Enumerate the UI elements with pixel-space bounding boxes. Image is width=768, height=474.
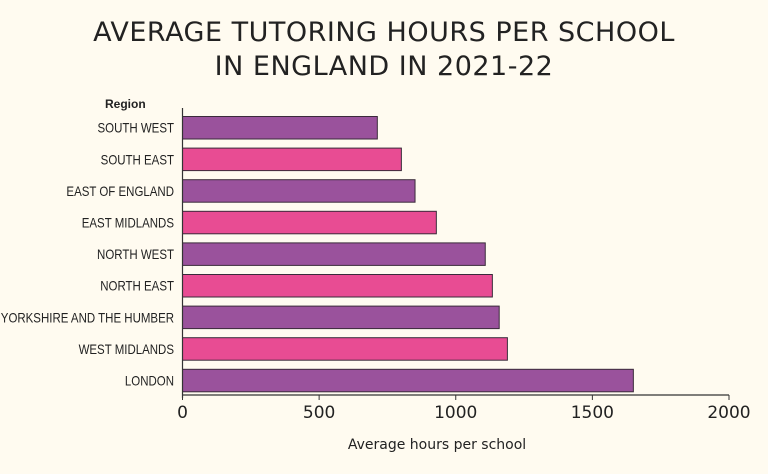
chart-title: AVERAGE TUTORING HOURS PER SCHOOL IN ENG…: [0, 16, 768, 84]
x-tick-label: 500: [303, 403, 335, 423]
category-label: WEST MIDLANDS: [79, 341, 174, 357]
bar-london: [182, 368, 634, 393]
bar-south-east: [182, 147, 402, 172]
bar-west-midlands: [182, 337, 508, 361]
bar-east-midlands: [182, 210, 437, 235]
y-axis-label: Region: [105, 97, 146, 111]
category-label: EAST MIDLANDS: [82, 214, 174, 230]
bar-east-of-england: [182, 179, 416, 203]
category-label: NORTH WEST: [97, 246, 174, 262]
category-label: SOUTH EAST: [101, 151, 174, 167]
category-label: NORTH EAST: [100, 278, 174, 294]
bar-north-west: [182, 242, 486, 266]
category-label: LONDON: [125, 372, 174, 388]
x-tick-label: 0: [177, 403, 188, 423]
x-tick-label: 2000: [707, 403, 750, 423]
x-tick-label: 1500: [571, 403, 614, 423]
bar-north-east: [182, 274, 493, 298]
x-axis-label: Average hours per school: [348, 437, 526, 453]
bar-yorkshire-and-the-humber: [182, 305, 500, 330]
x-tick-label: 1000: [434, 403, 477, 423]
bar-south-west: [182, 116, 378, 140]
category-label: EAST OF ENGLAND: [66, 183, 174, 199]
title-line-1: AVERAGE TUTORING HOURS PER SCHOOL: [93, 17, 675, 48]
category-label: YORKSHIRE AND THE HUMBER: [1, 309, 174, 325]
category-label: SOUTH WEST: [97, 120, 174, 136]
title-line-2: IN ENGLAND IN 2021-22: [214, 51, 554, 82]
